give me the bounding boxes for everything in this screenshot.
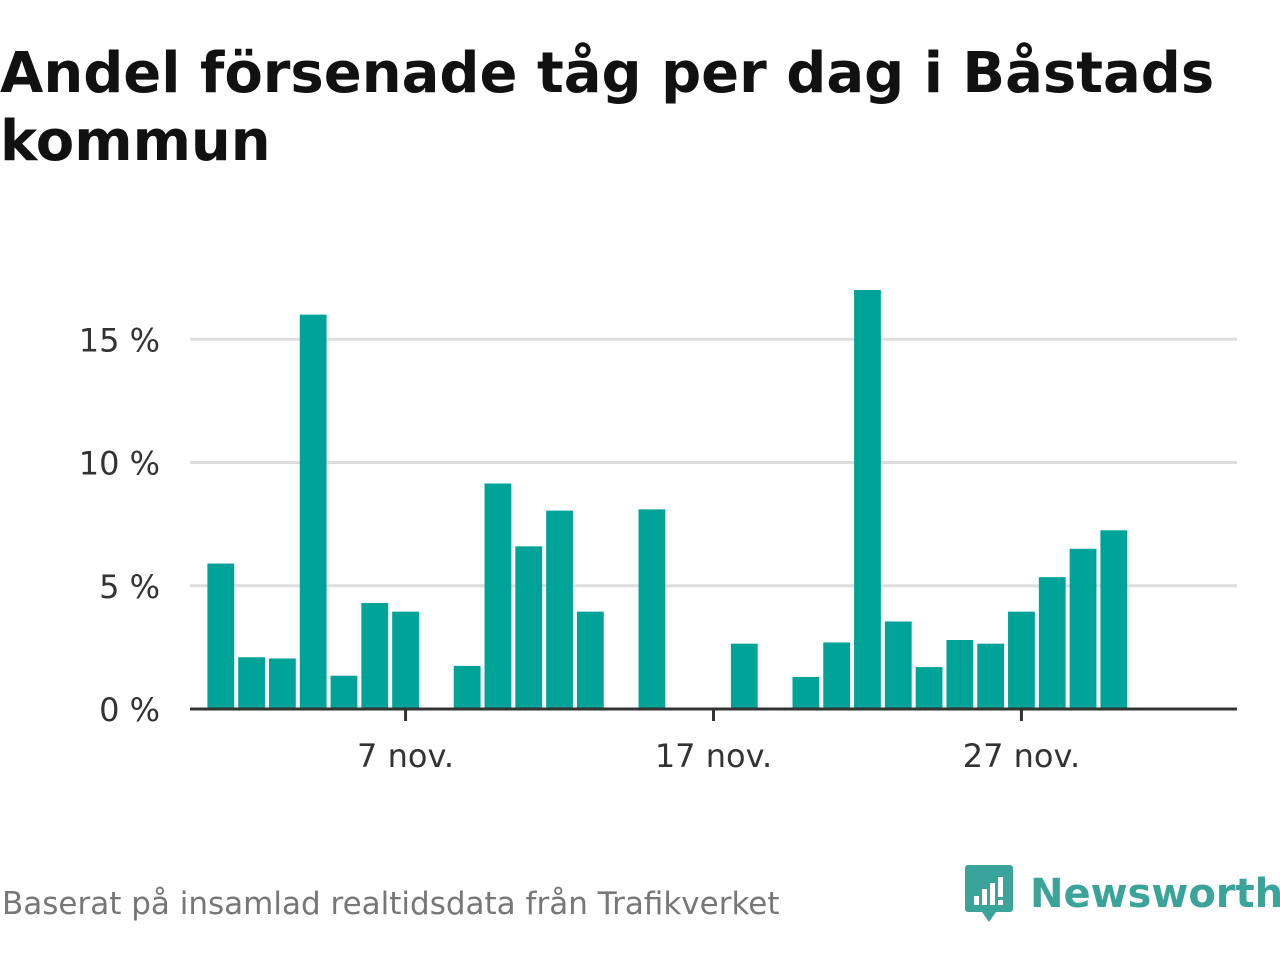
- x-tick-label: 17 nov.: [655, 737, 772, 775]
- newsworthy-logo-icon: [965, 865, 1013, 922]
- bar: [884, 621, 912, 709]
- bar: [1008, 611, 1035, 709]
- chart-title: Andel försenade tåg per dag i Båstads ko…: [0, 41, 1215, 174]
- bar: [1038, 577, 1066, 709]
- bar: [638, 509, 666, 709]
- source-note: Baserat på insamlad realtidsdata från Tr…: [2, 886, 780, 922]
- x-axis: [190, 707, 1237, 721]
- x-tick-label: 7 nov.: [357, 737, 454, 775]
- bar: [392, 611, 419, 709]
- bar: [977, 643, 1005, 709]
- bar: [792, 676, 820, 709]
- bar: [546, 510, 573, 709]
- bar: [946, 639, 974, 709]
- bar: [730, 643, 758, 709]
- bar: [576, 611, 604, 709]
- bar: [330, 675, 358, 709]
- bar: [1100, 530, 1128, 709]
- newsworthy-logo: Newsworthy: [964, 862, 1280, 926]
- y-tick-label: 15 %: [79, 321, 160, 359]
- bar: [238, 657, 265, 709]
- bar: [515, 546, 543, 709]
- bars: [207, 290, 1128, 709]
- x-tick-label: 27 nov.: [963, 737, 1080, 775]
- newsworthy-logo-text: Newsworthy: [1030, 871, 1280, 917]
- bar: [453, 665, 481, 709]
- bar: [823, 642, 851, 709]
- bar: [207, 563, 235, 709]
- bar: [1069, 548, 1097, 709]
- y-tick-label: 0 %: [99, 691, 160, 729]
- y-tick-label: 5 %: [99, 568, 160, 606]
- bar: [854, 290, 881, 709]
- bar: [484, 483, 512, 709]
- y-tick-label: 10 %: [79, 445, 160, 483]
- y-tick-labels: 0 % 5 % 10 % 15 %: [79, 321, 160, 729]
- bar: [268, 658, 296, 709]
- x-tick-labels: 7 nov. 17 nov. 27 nov.: [357, 737, 1080, 775]
- bar: [915, 667, 943, 709]
- bar: [361, 603, 389, 709]
- bar: [299, 314, 327, 709]
